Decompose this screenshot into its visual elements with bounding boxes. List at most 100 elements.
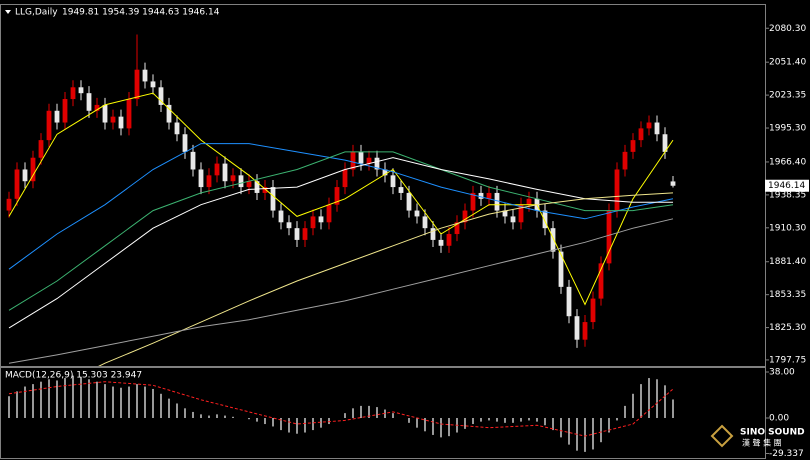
macd-bar	[448, 417, 450, 437]
candle-body	[558, 251, 564, 287]
macd-bar	[208, 415, 210, 418]
y-tick-label: 1797.75	[769, 355, 806, 365]
macd-bar	[120, 387, 122, 418]
macd-bar	[64, 378, 66, 418]
candle-body	[374, 157, 380, 170]
candle-body	[478, 192, 484, 199]
macd-bar	[16, 391, 18, 418]
price-panel	[0, 4, 766, 367]
candle-body	[246, 181, 252, 188]
candle-body	[654, 122, 660, 135]
macd-bar	[672, 399, 674, 418]
macd-bar	[536, 417, 538, 422]
y-tick-label: 2051.40	[769, 58, 806, 68]
candle-body	[118, 116, 124, 129]
y-tick-label: 1995.30	[769, 124, 806, 134]
macd-bar	[88, 379, 90, 418]
macd-bar	[272, 417, 274, 427]
candle-body	[270, 187, 276, 211]
candle-body	[470, 192, 476, 211]
macd-bar	[136, 384, 138, 418]
macd-bar	[344, 413, 346, 418]
macd-bar	[416, 417, 418, 428]
candle-body	[278, 210, 284, 223]
candle-body	[214, 163, 220, 176]
macd-bar	[592, 417, 594, 450]
candle-body	[294, 228, 300, 240]
y-tick-label: 1825.30	[769, 323, 806, 333]
macd-bar	[232, 416, 234, 418]
watermark: SINO SOUND 漢 聲 集 團	[710, 424, 805, 448]
candle-body	[22, 169, 28, 182]
indicator-line	[8, 143, 674, 270]
macd-bar	[480, 417, 482, 422]
candle-body	[318, 216, 324, 223]
macd-bar	[584, 417, 586, 452]
macd-panel	[0, 367, 766, 459]
candle-body	[126, 99, 132, 129]
candle-body	[134, 69, 140, 100]
candle-body	[230, 175, 236, 182]
macd-bar	[168, 398, 170, 418]
macd-bar	[464, 417, 466, 429]
macd-bar	[192, 411, 194, 418]
candle-body	[614, 169, 620, 211]
macd-bar	[360, 405, 362, 418]
macd-bar	[600, 417, 602, 443]
macd-bar	[8, 396, 10, 418]
candle-body	[598, 263, 604, 299]
macd-bar	[264, 417, 266, 425]
macd-bar	[656, 379, 658, 418]
candle-body	[406, 192, 412, 211]
candle-body	[630, 140, 636, 152]
macd-bar	[376, 407, 378, 418]
macd-bar	[128, 386, 130, 418]
macd-bar	[320, 417, 322, 428]
y-tick-label: 1910.30	[769, 223, 806, 233]
candle-body	[110, 116, 116, 123]
macd-bar	[520, 417, 522, 422]
candle-body	[342, 169, 348, 188]
candle-body	[510, 216, 516, 223]
price-box	[765, 179, 809, 192]
macd-bar	[648, 378, 650, 418]
indicator-line	[98, 192, 674, 366]
macd-bar	[408, 417, 410, 423]
macd-bar	[160, 393, 162, 418]
y-tick-label: 1966.40	[769, 157, 806, 167]
candle-body	[78, 87, 84, 94]
macd-bar	[304, 417, 306, 433]
y-tick-label: 2023.35	[769, 91, 806, 101]
candle-body	[398, 187, 404, 193]
macd-bar	[112, 386, 114, 418]
y-tick-label: -29.337	[769, 449, 804, 459]
candle-body	[238, 175, 244, 188]
macd-bar	[440, 417, 442, 438]
macd-bar	[352, 408, 354, 418]
candle-body	[310, 216, 316, 229]
last-price: 1946.14	[768, 181, 805, 191]
candle-body	[158, 87, 164, 105]
y-tick-label: 1881.40	[769, 257, 806, 267]
candle-body	[190, 151, 196, 170]
macd-bar	[216, 414, 218, 418]
candle-body	[286, 222, 292, 229]
macd-bar	[472, 417, 474, 425]
candle-body	[6, 198, 12, 211]
candle-body	[494, 192, 500, 211]
macd-bar	[496, 417, 498, 422]
macd-bar	[664, 385, 666, 418]
macd-bar	[288, 417, 290, 433]
macd-bar	[624, 405, 626, 418]
candle-body	[550, 228, 556, 252]
candle-body	[166, 104, 172, 123]
candle-body	[462, 210, 468, 223]
macd-bar	[152, 388, 154, 418]
macd-bar	[568, 417, 570, 445]
indicator-line	[8, 92, 674, 306]
macd-bar	[96, 381, 98, 418]
macd-bar	[296, 417, 298, 434]
macd-title: MACD(12,26,9) 15.303 23.947	[5, 371, 142, 381]
macd-plot	[8, 375, 674, 452]
macd-bar	[256, 417, 258, 422]
